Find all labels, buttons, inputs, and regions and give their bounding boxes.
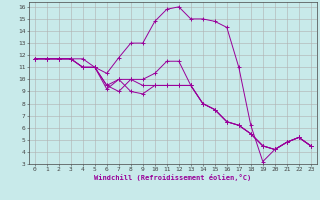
X-axis label: Windchill (Refroidissement éolien,°C): Windchill (Refroidissement éolien,°C) [94,174,252,181]
